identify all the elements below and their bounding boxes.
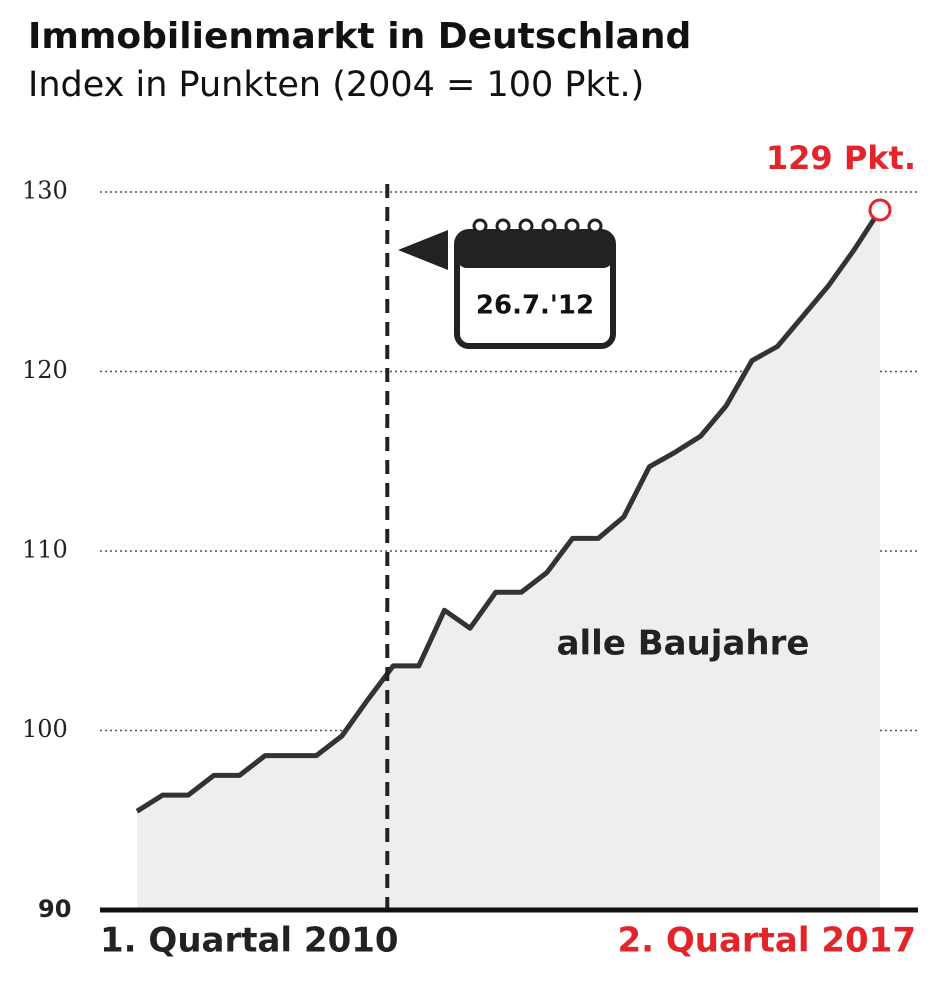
x-tick-label: 2. Quartal 2017 xyxy=(617,921,916,961)
area xyxy=(137,209,880,910)
arrow xyxy=(398,230,448,270)
series-label: alle Baujahre xyxy=(557,624,810,664)
y-tick-label: 110 xyxy=(22,536,68,564)
calendar-header xyxy=(457,232,613,268)
calendar-rings xyxy=(472,218,603,234)
y-tick-label: 100 xyxy=(22,715,68,743)
end-marker xyxy=(868,198,892,222)
y-tick-label: 130 xyxy=(22,177,68,205)
line xyxy=(135,208,883,814)
chart-title: Immobilienmarkt in Deutschland xyxy=(28,16,691,57)
y-tick-label: 90 xyxy=(38,895,71,923)
x-tick-label: 1. Quartal 2010 xyxy=(100,921,399,961)
event-label: 26.7.'12 xyxy=(476,291,594,321)
calendar-icon: 26.7.'12 xyxy=(398,218,616,349)
y-tick-label: 120 xyxy=(22,356,68,384)
chart-subtitle: Index in Punkten (2004 = 100 Pkt.) xyxy=(28,65,644,105)
value-label: 129 Pkt. xyxy=(766,139,916,177)
